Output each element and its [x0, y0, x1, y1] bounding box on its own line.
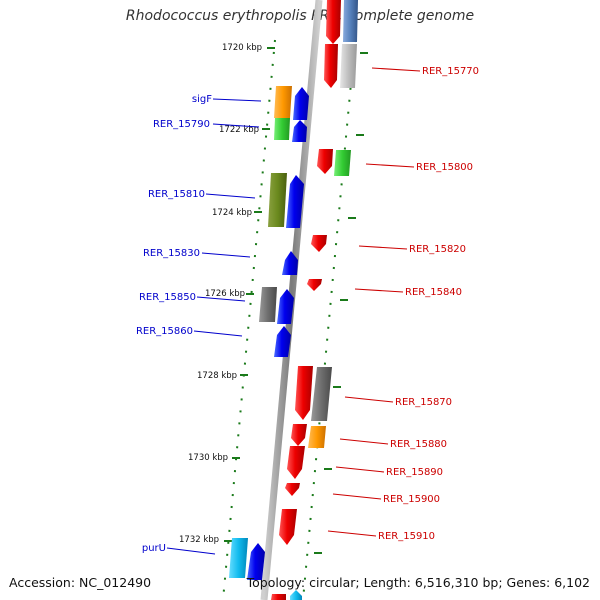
gene-arrow [291, 424, 307, 446]
accession-text: Accession: NC_012490 [9, 575, 152, 590]
tick-track-right [302, 39, 356, 600]
gene-arrow [271, 594, 286, 600]
gene-arrow [295, 366, 313, 420]
gene-arrow [311, 367, 332, 421]
gene-arrow [268, 173, 287, 227]
gene-arrow [229, 538, 248, 578]
tick-label: 1720 kbp [222, 43, 262, 53]
gene-arrow [307, 279, 322, 291]
gene-label-minus: RER_15870 [395, 397, 452, 408]
gene-label-minus: RER_15890 [386, 467, 443, 478]
gene-label-plus: RER_15830 [143, 248, 200, 259]
gene-arrow [274, 118, 290, 140]
tick-label: 1730 kbp [188, 453, 228, 463]
gene-label-plus: RER_15850 [139, 292, 196, 303]
gene-label-minus: RER_15880 [390, 439, 447, 450]
tick-label: 1728 kbp [197, 371, 237, 381]
gene-label-minus: RER_15840 [405, 287, 462, 298]
gene-arrow [293, 87, 309, 120]
gene-arrow [290, 590, 302, 600]
map-title: Rhodococcus erythropolis PR4, complete g… [125, 8, 475, 24]
tick-label: 1722 kbp [219, 125, 259, 135]
gene-label-plus: sigF [192, 94, 212, 105]
gene-arrow [286, 175, 304, 228]
gene-label-plus: purU [142, 543, 166, 554]
gene-label-minus: RER_15770 [422, 66, 479, 77]
gene-label-plus: RER_15860 [136, 326, 193, 337]
gene-arrow [343, 0, 358, 42]
gene-label-minus: RER_15910 [378, 531, 435, 542]
gene-label-minus: RER_15820 [409, 244, 466, 255]
gene-arrow [311, 235, 327, 252]
gene-arrow [287, 446, 305, 479]
tick-track-left [222, 39, 276, 600]
gene-arrow [274, 326, 291, 357]
gene-arrow [277, 289, 294, 324]
gene-arrow [324, 44, 338, 88]
gene-arrow [326, 0, 341, 44]
gene-arrow [282, 251, 298, 275]
gene-arrow [247, 543, 265, 580]
major-ticks [224, 47, 368, 554]
gene-arrow [259, 287, 277, 322]
gene-arrow [274, 86, 292, 118]
gene-arrow [317, 149, 333, 174]
tick-label: 1724 kbp [212, 208, 252, 218]
gene-arrow [308, 426, 326, 448]
gene-arrow [285, 483, 300, 496]
gene-arrow [334, 150, 351, 176]
gene-label-minus: RER_15800 [416, 162, 473, 173]
gene-label-plus: RER_15810 [148, 189, 205, 200]
plus-strand-genes [229, 86, 309, 600]
tick-label: 1732 kbp [179, 535, 219, 545]
gene-label-plus: RER_15790 [153, 119, 210, 130]
gene-arrow [292, 120, 307, 142]
gene-arrow [340, 44, 357, 88]
gene-arrow [279, 509, 297, 545]
left-leader-lines [166, 98, 262, 555]
minus-strand-genes [271, 0, 358, 600]
topology-text: Topology: circular; Length: 6,516,310 bp… [246, 575, 590, 590]
right-leader-lines [327, 67, 421, 537]
tick-label: 1726 kbp [205, 289, 245, 299]
gene-label-minus: RER_15900 [383, 494, 440, 505]
